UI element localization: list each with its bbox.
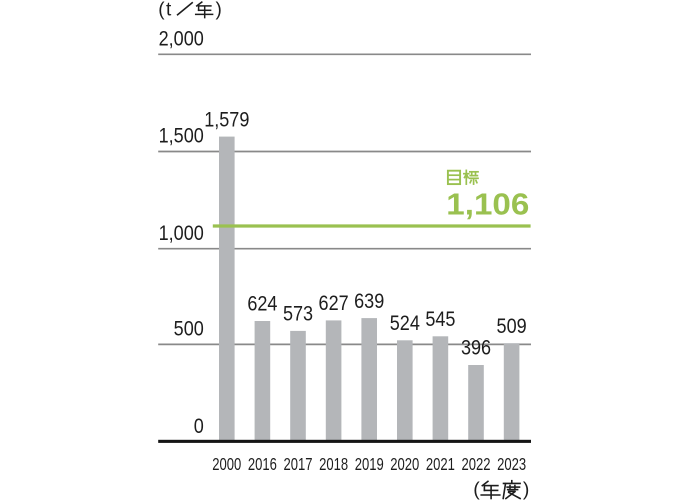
svg-text:2023: 2023 [497,455,526,474]
svg-text:2018: 2018 [319,455,348,474]
svg-text:2000: 2000 [212,455,241,474]
svg-text:2,000: 2,000 [159,27,204,51]
svg-text:500: 500 [174,317,204,341]
svg-text:): ) [523,478,530,500]
svg-text:(: ( [473,478,480,500]
svg-text:509: 509 [497,315,527,339]
svg-text:624: 624 [247,292,277,316]
svg-text:0: 0 [194,415,204,439]
svg-text:2021: 2021 [426,455,455,474]
svg-text:545: 545 [425,308,455,332]
svg-text:396: 396 [461,337,491,361]
svg-text:): ) [216,0,222,21]
svg-text:1,579: 1,579 [204,108,249,132]
svg-text:2022: 2022 [462,455,491,474]
svg-text:2020: 2020 [390,455,419,474]
svg-text:2019: 2019 [355,455,384,474]
svg-text:1,500: 1,500 [159,124,204,148]
svg-text:639: 639 [354,290,384,314]
svg-text:t: t [166,0,172,21]
svg-text:2016: 2016 [248,455,277,474]
svg-text:627: 627 [319,292,349,316]
svg-text:(: ( [158,0,165,21]
svg-text:573: 573 [283,302,313,326]
svg-text:2017: 2017 [284,455,313,474]
svg-text:524: 524 [390,312,420,336]
svg-text:1,000: 1,000 [159,222,204,246]
svg-text:1,106: 1,106 [446,187,529,222]
